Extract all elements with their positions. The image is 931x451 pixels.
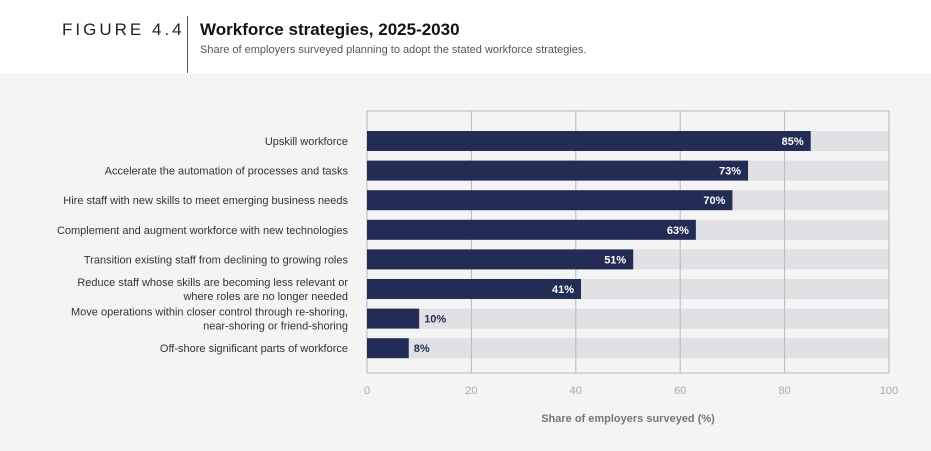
bar xyxy=(367,160,749,181)
category-label: Hire staff with new skills to meet emerg… xyxy=(63,195,348,207)
bar-track xyxy=(367,308,889,329)
data-label: 41% xyxy=(552,284,574,296)
header-divider xyxy=(187,16,188,73)
category-label: Transition existing staff from declining… xyxy=(84,254,349,266)
category-label: Move operations within closer control th… xyxy=(71,307,348,319)
category-label: Off-shore significant parts of workforce xyxy=(160,343,348,355)
chart-area: 0 20 40 60 80 100 85% Upskill workforce 73% Accel… xyxy=(0,74,931,446)
x-tick-label: 20 xyxy=(465,385,477,397)
x-tick-label: 60 xyxy=(674,385,686,397)
data-label: 8% xyxy=(414,343,430,355)
bar-track xyxy=(367,338,889,359)
category-label: Reduce staff whose skills are becoming l… xyxy=(77,277,348,289)
data-label: 85% xyxy=(782,136,804,148)
data-label: 73% xyxy=(719,166,741,178)
x-axis-title: Share of employers surveyed (%) xyxy=(541,413,715,425)
figure-label: FIGURE 4.4 xyxy=(62,20,185,39)
x-tick-label: 0 xyxy=(364,385,370,397)
bar xyxy=(367,190,733,211)
bar xyxy=(367,308,420,329)
category-label: Upskill workforce xyxy=(265,136,348,148)
data-label: 70% xyxy=(703,195,725,207)
chart-title: Workforce strategies, 2025-2030 xyxy=(200,20,460,39)
bar xyxy=(367,131,811,151)
bar xyxy=(367,219,696,240)
data-label: 51% xyxy=(604,254,626,266)
data-label: 10% xyxy=(424,314,446,326)
category-label: Complement and augment workforce with ne… xyxy=(57,225,349,237)
x-tick-label: 40 xyxy=(570,385,582,397)
x-tick-label: 100 xyxy=(880,385,898,397)
chart-subtitle: Share of employers surveyed planning to … xyxy=(200,44,587,56)
data-label: 63% xyxy=(667,225,689,237)
bar xyxy=(367,249,634,270)
figure-header: FIGURE 4.4 Workforce strategies, 2025-20… xyxy=(0,0,931,74)
category-label: near-shoring or friend-shoring xyxy=(203,321,348,333)
category-label: where roles are no longer needed xyxy=(182,291,348,303)
bar xyxy=(367,279,582,299)
category-label: Accelerate the automation of processes a… xyxy=(105,166,349,178)
x-tick-label: 80 xyxy=(778,385,790,397)
bar xyxy=(367,338,409,359)
bar-chart: 0 20 40 60 80 100 85% Upskill workforce 73% Accel… xyxy=(57,110,898,425)
